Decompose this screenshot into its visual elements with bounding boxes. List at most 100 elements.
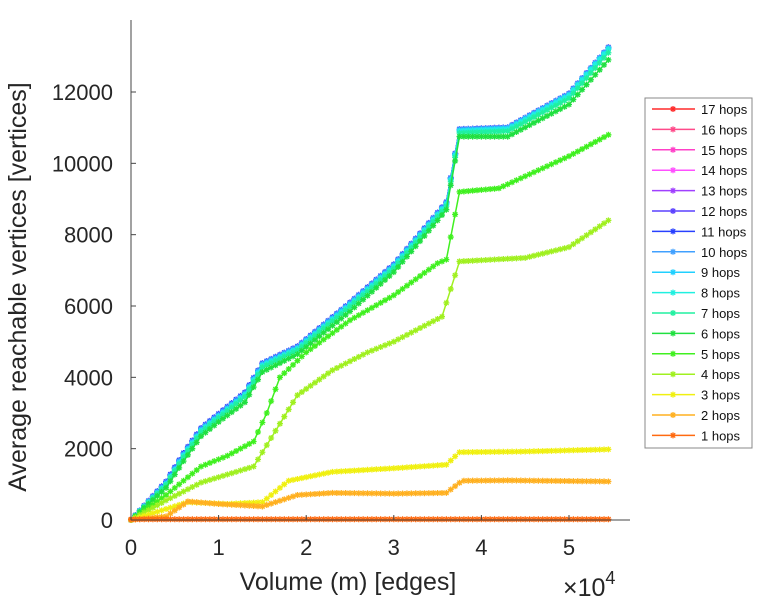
data-point-marker [259, 419, 266, 426]
data-point-marker [544, 107, 551, 114]
data-point-marker [587, 141, 594, 148]
data-point-marker [539, 165, 546, 172]
data-point-marker [596, 446, 603, 453]
data-point-marker [605, 56, 612, 63]
data-point-marker [373, 302, 380, 309]
data-point-marker [163, 506, 170, 513]
data-point-marker [460, 129, 467, 136]
data-point-marker [482, 477, 489, 484]
data-point-marker [215, 414, 222, 421]
data-point-marker [561, 155, 568, 162]
data-point-marker [368, 304, 375, 311]
legend-label: 10 hops [701, 245, 748, 260]
data-point-marker [268, 398, 275, 405]
data-point-marker [347, 467, 353, 474]
data-point-marker [149, 496, 156, 503]
data-point-marker [605, 49, 612, 56]
data-point-marker [320, 470, 327, 477]
legend-box [644, 97, 753, 449]
data-point-marker [452, 272, 459, 279]
legend-item: 7 hops [652, 306, 741, 321]
data-point-marker [276, 355, 283, 362]
data-point-marker [399, 285, 406, 292]
data-point-marker [184, 451, 191, 458]
data-point-marker [438, 462, 445, 469]
data-point-marker [193, 435, 200, 442]
data-point-marker [333, 319, 340, 326]
data-point-marker [382, 297, 389, 304]
legend-item: 4 hops [652, 367, 741, 382]
data-point-marker [224, 471, 231, 478]
data-point-marker [338, 468, 345, 475]
data-point-marker [368, 347, 375, 354]
data-point-marker [298, 343, 305, 350]
data-point-marker [377, 276, 384, 283]
data-point-marker [180, 458, 187, 465]
data-point-marker [219, 415, 226, 422]
data-point-marker [158, 499, 165, 506]
data-point-marker [298, 347, 305, 354]
data-point-marker [303, 474, 310, 481]
data-point-marker [570, 90, 577, 97]
data-point-marker [276, 374, 283, 381]
data-point-marker [268, 434, 275, 441]
data-point-marker [412, 243, 419, 250]
data-point-marker [276, 484, 283, 491]
data-point-marker [434, 260, 441, 267]
data-point-marker [443, 489, 450, 496]
data-point-marker [263, 366, 270, 373]
data-point-marker [347, 308, 353, 315]
data-point-marker [219, 411, 226, 418]
legend-item: 5 hops [652, 347, 741, 362]
data-point-marker [403, 464, 410, 471]
data-point-marker [526, 477, 533, 484]
data-point-marker [526, 116, 533, 123]
data-point-marker [579, 478, 586, 485]
data-point-marker [605, 46, 612, 53]
data-point-marker [500, 256, 507, 263]
data-point-marker [438, 313, 445, 320]
data-point-marker [425, 490, 432, 497]
data-point-marker [500, 448, 507, 455]
legend-label: 11 hops [701, 224, 747, 239]
data-point-marker [351, 490, 358, 497]
data-point-marker [373, 345, 380, 352]
data-point-marker [211, 422, 218, 429]
data-point-marker [145, 511, 152, 518]
legend-marker-icon [670, 412, 676, 418]
data-point-marker [158, 507, 165, 514]
data-point-marker [412, 463, 419, 470]
legend-label: 3 hops [701, 388, 741, 403]
data-point-marker [522, 124, 529, 131]
data-point-marker [395, 464, 402, 471]
data-point-marker [224, 452, 231, 459]
data-point-marker [583, 446, 590, 453]
data-point-marker [290, 493, 297, 500]
data-point-marker [355, 490, 362, 497]
data-point-marker [504, 128, 511, 135]
legend-item: 6 hops [652, 326, 741, 341]
data-point-marker [250, 502, 257, 509]
data-point-marker [539, 109, 546, 116]
data-point-marker [430, 222, 437, 229]
data-point-marker [255, 376, 262, 383]
data-point-marker [583, 478, 590, 485]
data-point-marker [399, 334, 406, 341]
data-point-marker [491, 256, 498, 263]
data-point-marker [198, 463, 205, 470]
data-point-marker [333, 489, 340, 496]
data-point-marker [522, 477, 529, 484]
data-point-marker [592, 226, 599, 233]
data-point-marker [438, 208, 445, 215]
data-point-marker [474, 129, 481, 136]
data-point-marker [557, 447, 564, 454]
data-point-marker [325, 469, 332, 476]
y-tick-label: 6000 [64, 294, 113, 319]
data-point-marker [399, 258, 406, 265]
data-point-marker [517, 175, 524, 182]
data-point-marker [377, 490, 384, 497]
data-point-marker [592, 71, 599, 78]
data-point-marker [386, 273, 393, 280]
data-point-marker [587, 66, 594, 73]
plot-series [128, 44, 612, 523]
